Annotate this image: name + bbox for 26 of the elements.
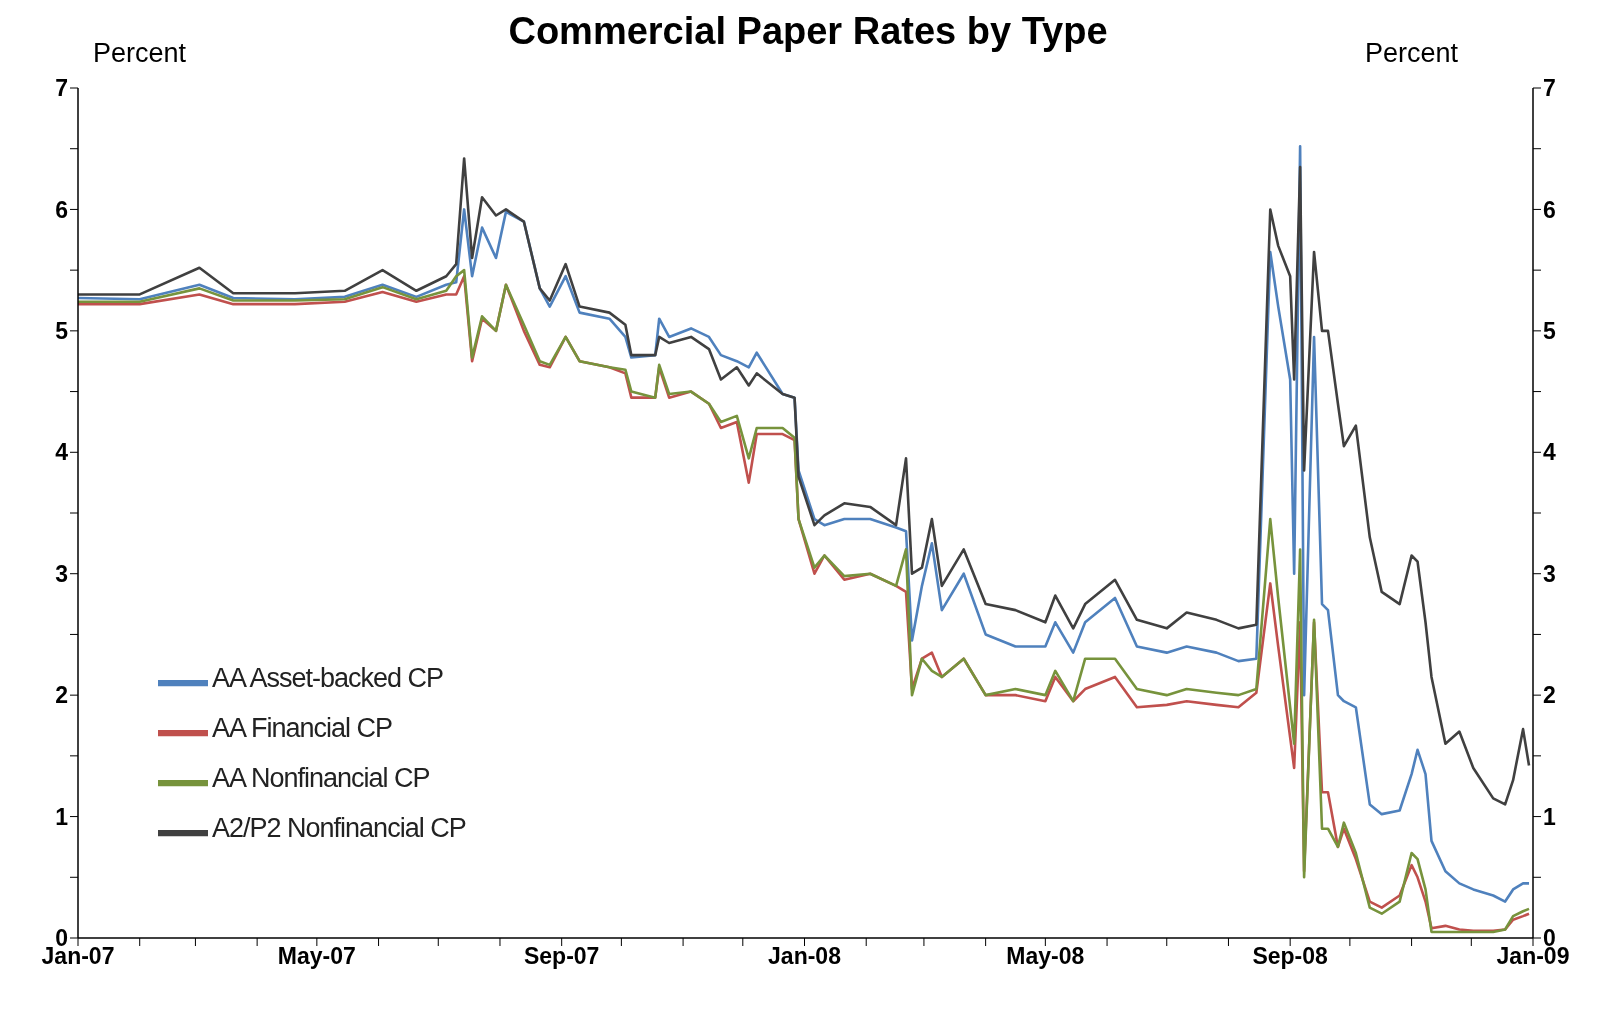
y2-tick-label: 4 — [1543, 439, 1556, 466]
chart-title: Commercial Paper Rates by Type — [508, 10, 1108, 52]
y2-tick-label: 6 — [1543, 196, 1556, 223]
y2-axis-title: Percent — [1364, 38, 1458, 69]
x-tick-label: May-07 — [277, 943, 356, 970]
x-tick-label: May-08 — [1006, 943, 1085, 970]
legend-label: AA Financial CP — [212, 713, 393, 744]
y2-tick-label: 1 — [1543, 803, 1556, 830]
x-tick-label: Sep-08 — [1252, 943, 1329, 970]
y-tick-label: 4 — [55, 439, 69, 466]
y2-tick-label: 3 — [1543, 560, 1556, 587]
legend-label: AA Nonfinancial CP — [212, 763, 430, 794]
y-tick-label: 7 — [55, 75, 68, 102]
legend-label: A2/P2 Nonfinancial CP — [212, 813, 466, 844]
y-tick-label: 1 — [55, 803, 69, 830]
x-tick-label: Sep-07 — [523, 943, 600, 970]
x-tick-label: Jan-08 — [768, 943, 842, 970]
y2-tick-label: 7 — [1543, 75, 1556, 102]
legend-label: AA Asset-backed CP — [212, 663, 444, 694]
y-tick-label: 2 — [55, 682, 68, 709]
y2-tick-label: 5 — [1543, 318, 1556, 345]
y-axis-title: Percent — [93, 38, 187, 69]
y-tick-label: 3 — [55, 560, 68, 587]
y-tick-label: 6 — [55, 196, 68, 223]
y-tick-label: 5 — [55, 318, 69, 345]
y2-tick-label: 2 — [1543, 682, 1556, 709]
